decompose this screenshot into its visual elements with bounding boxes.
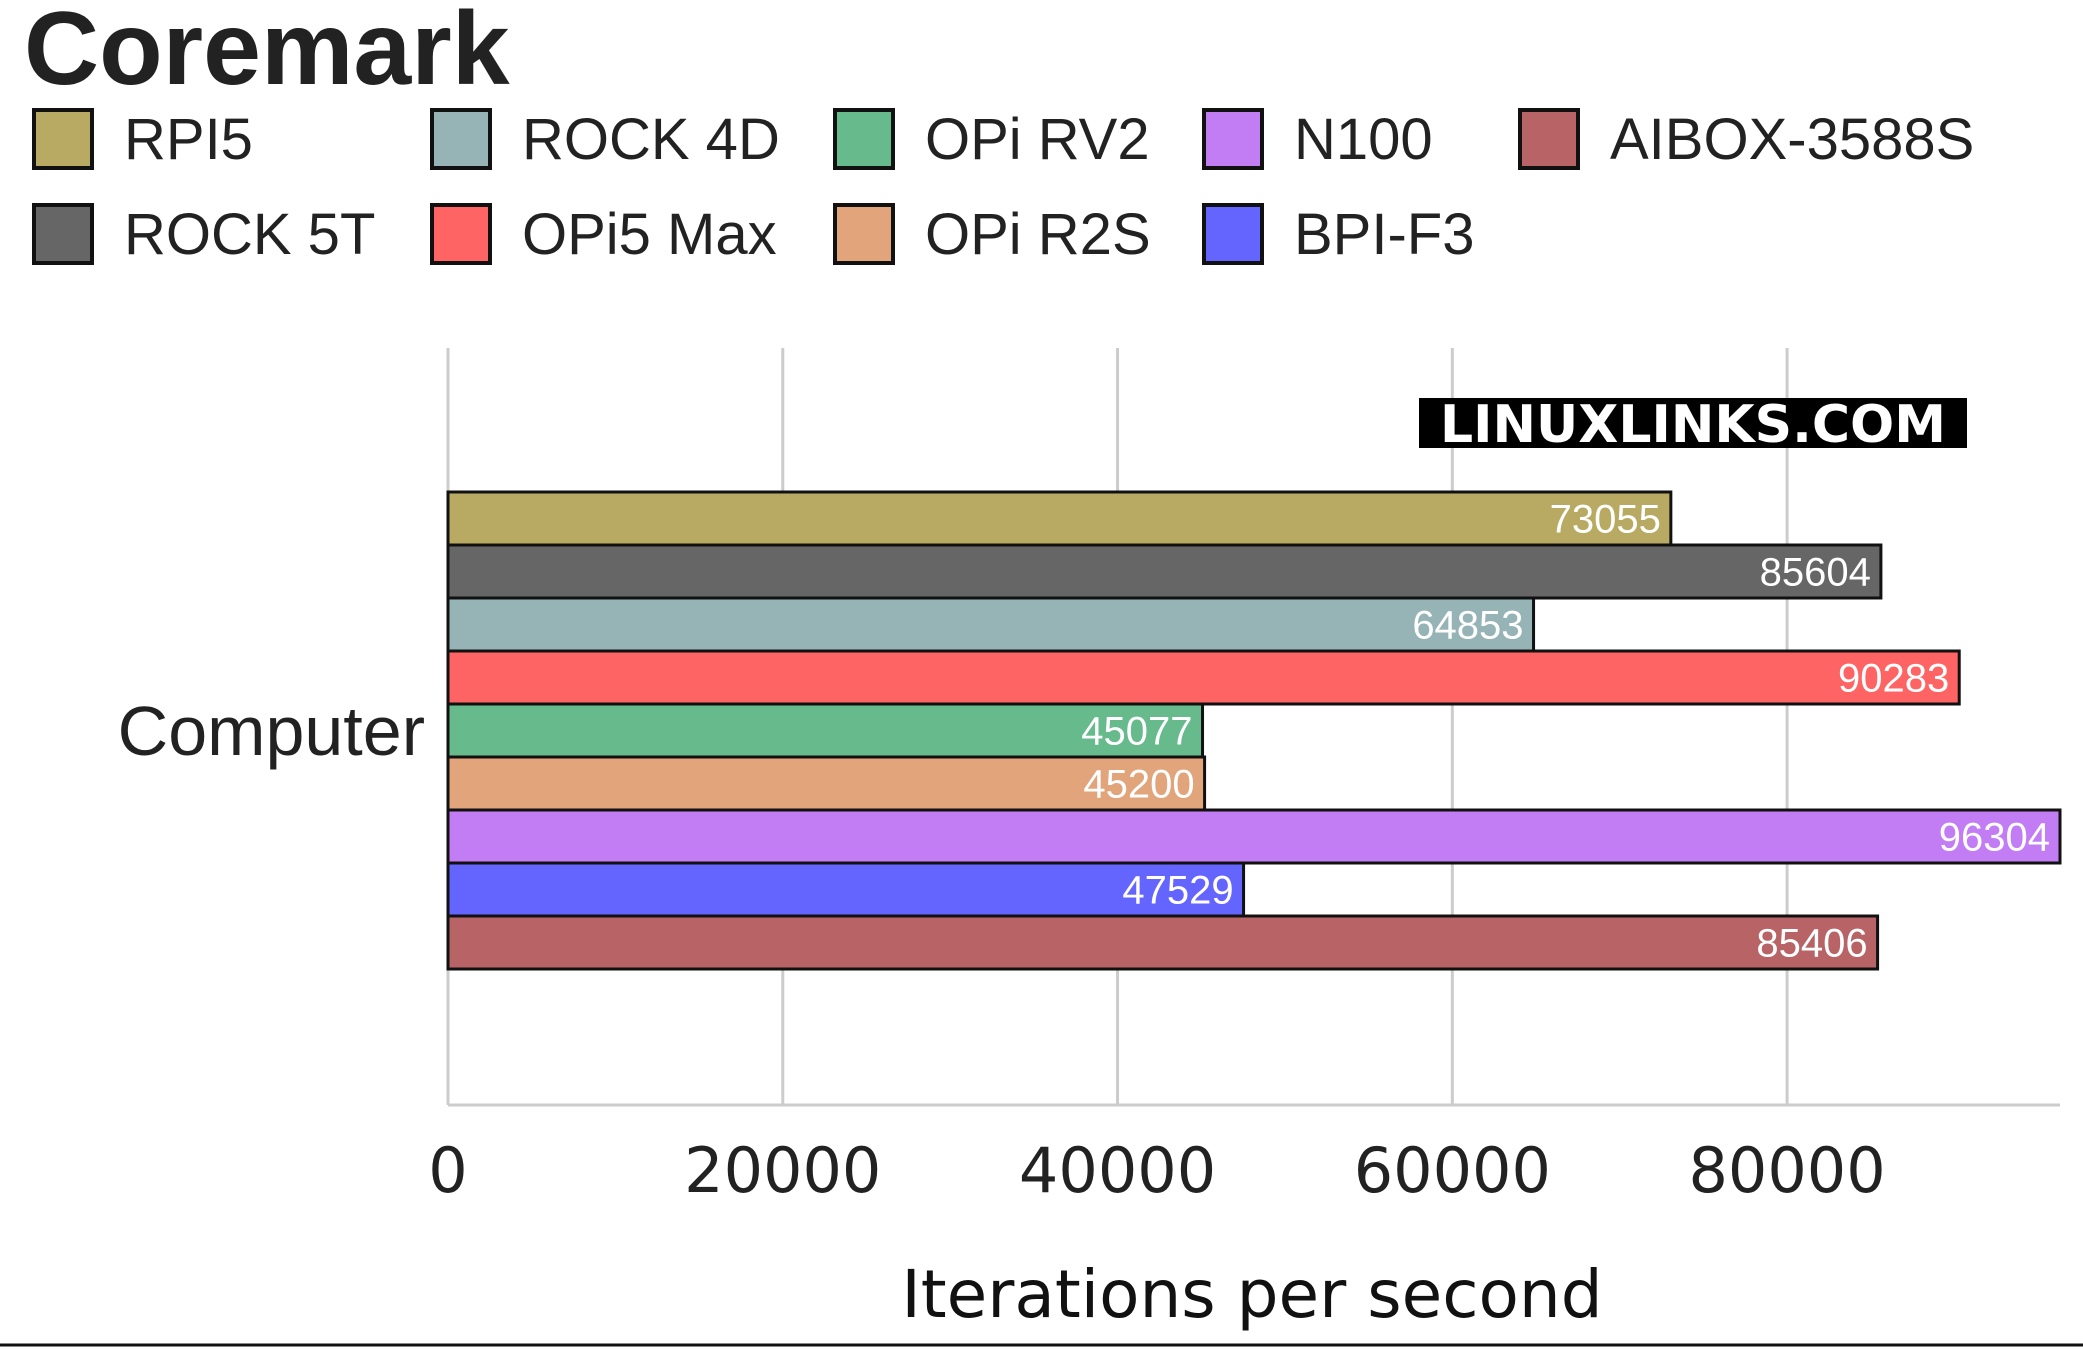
legend-label: ROCK 5T — [124, 201, 376, 267]
legend-swatch — [1518, 108, 1580, 170]
bar-aibox-3588s — [446, 914, 1880, 971]
legend-label: BPI-F3 — [1294, 201, 1475, 267]
legend-swatch — [833, 108, 895, 170]
legend-item: N100 — [1202, 103, 1433, 175]
x-tick-label: 0 — [428, 1134, 467, 1207]
legend-label: AIBOX-3588S — [1610, 106, 1975, 172]
bar-bpi-f3 — [446, 861, 1246, 918]
legend-item: ROCK 5T — [32, 198, 375, 270]
x-tick-label: 20000 — [684, 1134, 881, 1207]
legend-item: OPi R2S — [833, 198, 1151, 270]
bar-value-label: 96304 — [1939, 816, 2050, 860]
legend-label: OPi R2S — [925, 201, 1151, 267]
bar-value-label: 64853 — [1412, 604, 1523, 648]
legend-swatch — [430, 203, 492, 265]
legend-label: OPi5 Max — [522, 201, 777, 267]
legend-item: OPi RV2 — [833, 103, 1150, 175]
bar-rock-4d — [446, 596, 1536, 653]
legend-swatch — [1202, 203, 1264, 265]
chart-title: Coremark — [24, 0, 510, 107]
bars: 73055 85604 64853 90283 45077 45200 96304 47529… — [446, 490, 2062, 971]
legend-item: ROCK 4D — [430, 103, 780, 175]
legend-label: OPi RV2 — [925, 106, 1150, 172]
legend-item: OPi5 Max — [430, 198, 777, 270]
legend-label: N100 — [1294, 106, 1433, 172]
x-axis-ticks: 0 20000 40000 60000 80000 — [428, 1134, 1885, 1207]
bar-value-label: 45077 — [1081, 710, 1192, 754]
watermark-group: LINUXLINKS.COM — [1419, 395, 1967, 455]
legend-swatch — [1202, 108, 1264, 170]
bar-value-label: 85406 — [1756, 922, 1867, 966]
bar-rock-5t — [446, 543, 1883, 600]
legend-swatch — [32, 203, 94, 265]
x-tick-label: 40000 — [1019, 1134, 1216, 1207]
bar-n100 — [446, 808, 2062, 865]
legend-item: RPI5 — [32, 103, 253, 175]
legend-swatch — [833, 203, 895, 265]
legend-label: RPI5 — [124, 106, 253, 172]
watermark: LINUXLINKS.COM — [1440, 395, 1946, 455]
legend-swatch — [32, 108, 94, 170]
bar-value-label: 47529 — [1122, 869, 1233, 913]
legend-item: BPI-F3 — [1202, 198, 1475, 270]
x-axis-title: Iterations per second — [901, 1256, 1602, 1333]
legend-item: AIBOX-3588S — [1518, 103, 1974, 175]
bar-opi5-max — [446, 649, 1961, 706]
bar-value-label: 73055 — [1550, 498, 1661, 542]
legend-swatch — [430, 108, 492, 170]
bar-value-label: 85604 — [1760, 551, 1871, 595]
category-label: Computer — [118, 692, 425, 770]
legend: RPI5 ROCK 4D OPi RV2 N100 AIBOX-3588S ROCK 5T… — [0, 0, 2083, 320]
x-tick-label: 60000 — [1354, 1134, 1551, 1207]
gridlines — [446, 348, 2060, 1107]
bar-value-label: 45200 — [1083, 763, 1194, 807]
bar-rpi5 — [446, 490, 1673, 547]
bar-value-label: 90283 — [1838, 657, 1949, 701]
x-tick-label: 80000 — [1688, 1134, 1885, 1207]
watermark-box — [1419, 398, 1967, 448]
legend-label: ROCK 4D — [522, 106, 780, 172]
